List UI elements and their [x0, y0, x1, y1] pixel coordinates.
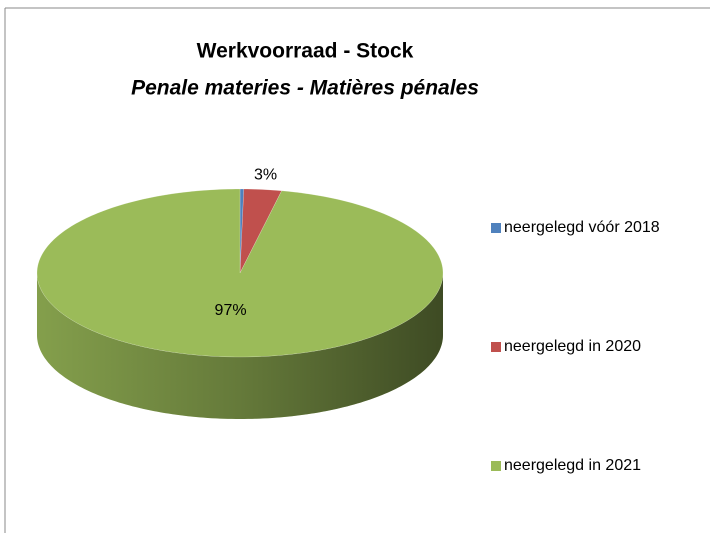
slice: [239, 188, 283, 274]
chart-subtitle: Penale materies - Matières pénales: [131, 77, 479, 100]
data-label: 3%: [254, 167, 277, 184]
legend-label: neergelegd in 2021: [504, 457, 641, 474]
slice-side-shade: [37, 273, 443, 419]
legend-swatch: [491, 461, 501, 471]
legend-swatch: [491, 223, 501, 233]
data-label: 97%: [215, 302, 247, 319]
chart-title: Werkvoorraad - Stock: [197, 40, 414, 63]
legend-swatch: [491, 342, 501, 352]
legend-label: neergelegd vóór 2018: [504, 219, 660, 236]
legend-label: neergelegd in 2020: [504, 338, 641, 355]
slice: [36, 188, 444, 358]
